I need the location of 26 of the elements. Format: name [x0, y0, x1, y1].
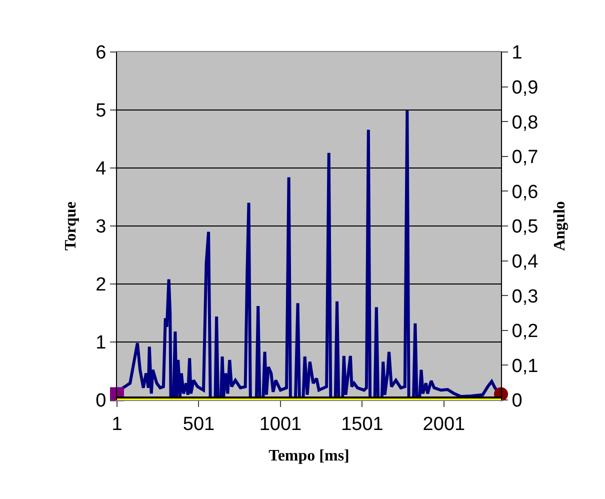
y2-tick-label: 0,7: [512, 147, 538, 168]
x-tick-label: 2001: [422, 414, 466, 435]
y-axis-title: Torque: [62, 202, 80, 250]
y-tick-label: 4: [96, 158, 107, 180]
y2-tick-label: 0,6: [512, 182, 538, 203]
y2-tick-label: 0,2: [512, 321, 538, 342]
x-tick-label: 1501: [341, 414, 384, 435]
x-axis-title: Tempo [ms]: [268, 448, 350, 464]
y2-tick-label: 1: [512, 42, 522, 64]
y-tick-label: 1: [96, 332, 106, 354]
y2-axis-title: Angulo: [551, 201, 568, 251]
y2-tick-label: 0,5: [512, 216, 538, 238]
y-tick-label: 5: [96, 100, 106, 122]
y2-tick-label: 0: [512, 390, 522, 412]
y2-tick-label: 0,4: [512, 251, 539, 272]
y2-tick-label: 0,1: [512, 356, 538, 377]
y2-tick-label: 0,9: [512, 77, 538, 98]
y-tick-label: 2: [96, 274, 106, 296]
y2-tick-label: 0,8: [512, 112, 538, 134]
y-tick-label: 6: [96, 42, 106, 64]
y2-tick-label: 0,3: [512, 286, 538, 308]
x-tick-label: 1: [112, 414, 122, 435]
y-tick-label: 3: [96, 216, 106, 238]
x-tick-label: 501: [182, 414, 215, 435]
x-tick-label: 1001: [259, 414, 302, 435]
y-tick-label: 0: [96, 390, 106, 412]
